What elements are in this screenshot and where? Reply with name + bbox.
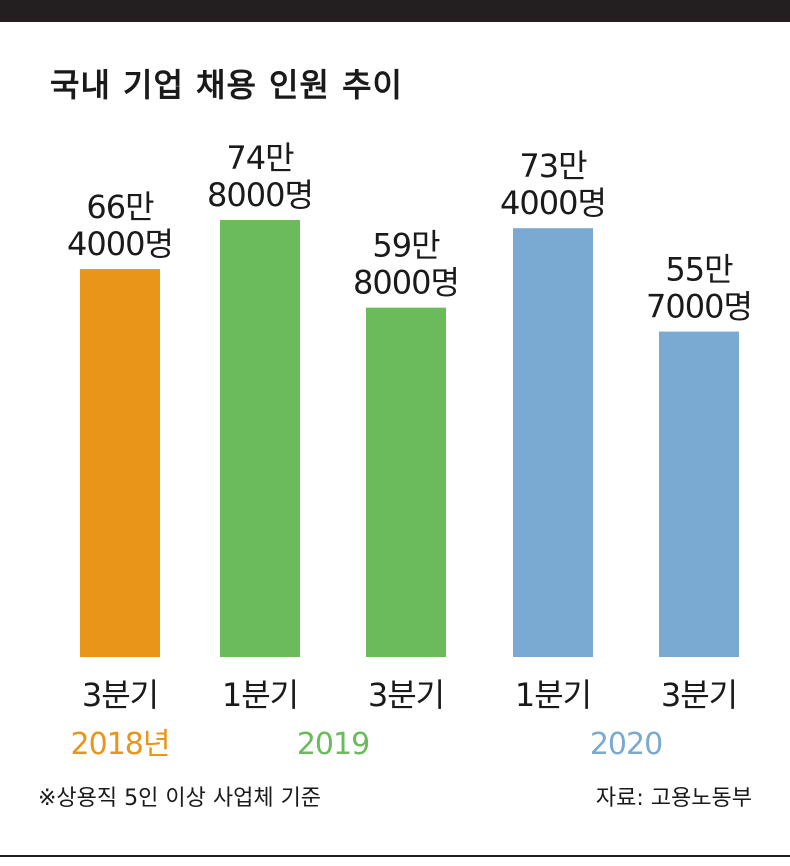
data-label-1-2: 4000명: [67, 225, 173, 263]
category-label-3: 3분기: [368, 676, 444, 714]
year-label-2: 2019: [297, 727, 369, 762]
data-label-4-1: 73만: [519, 147, 587, 185]
data-label-4-2: 4000명: [500, 184, 606, 222]
category-label-4: 1분기: [515, 676, 591, 714]
source-note: 자료: 고용노동부: [595, 786, 752, 811]
data-label-2-2: 8000명: [207, 176, 313, 214]
data-label-2-1: 74만: [226, 139, 294, 177]
category-label-1: 3분기: [82, 676, 158, 714]
bar-1: [80, 269, 160, 657]
bottom-rule: [0, 855, 790, 857]
footnote: ※상용직 5인 이상 사업체 기준: [38, 786, 322, 811]
chart-title: 국내 기업 채용 인원 추이: [50, 66, 403, 104]
top-rule: [0, 0, 790, 22]
bar-5: [659, 331, 739, 657]
year-label-3: 2020: [590, 727, 662, 762]
category-label-5: 3분기: [661, 676, 737, 714]
year-label-1: 2018년: [71, 727, 170, 762]
bar-2: [220, 220, 300, 657]
bar-3: [366, 307, 446, 657]
data-label-1-1: 66만: [86, 188, 154, 226]
data-label-3-1: 59만: [372, 227, 440, 265]
data-label-3-2: 8000명: [353, 264, 459, 302]
category-label-2: 1분기: [222, 676, 298, 714]
data-label-5-2: 7000명: [646, 288, 752, 326]
data-label-5-1: 55만: [665, 251, 733, 289]
bar-4: [513, 228, 593, 657]
